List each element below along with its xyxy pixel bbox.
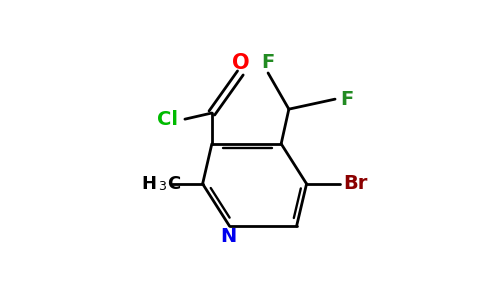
Text: O: O (231, 53, 249, 73)
Text: F: F (340, 90, 353, 109)
Text: F: F (261, 53, 275, 72)
Text: Cl: Cl (157, 110, 179, 129)
Text: Br: Br (344, 174, 368, 193)
Text: N: N (220, 227, 236, 247)
Text: 3: 3 (158, 180, 166, 194)
Text: H: H (141, 175, 156, 193)
Text: C: C (167, 175, 181, 193)
